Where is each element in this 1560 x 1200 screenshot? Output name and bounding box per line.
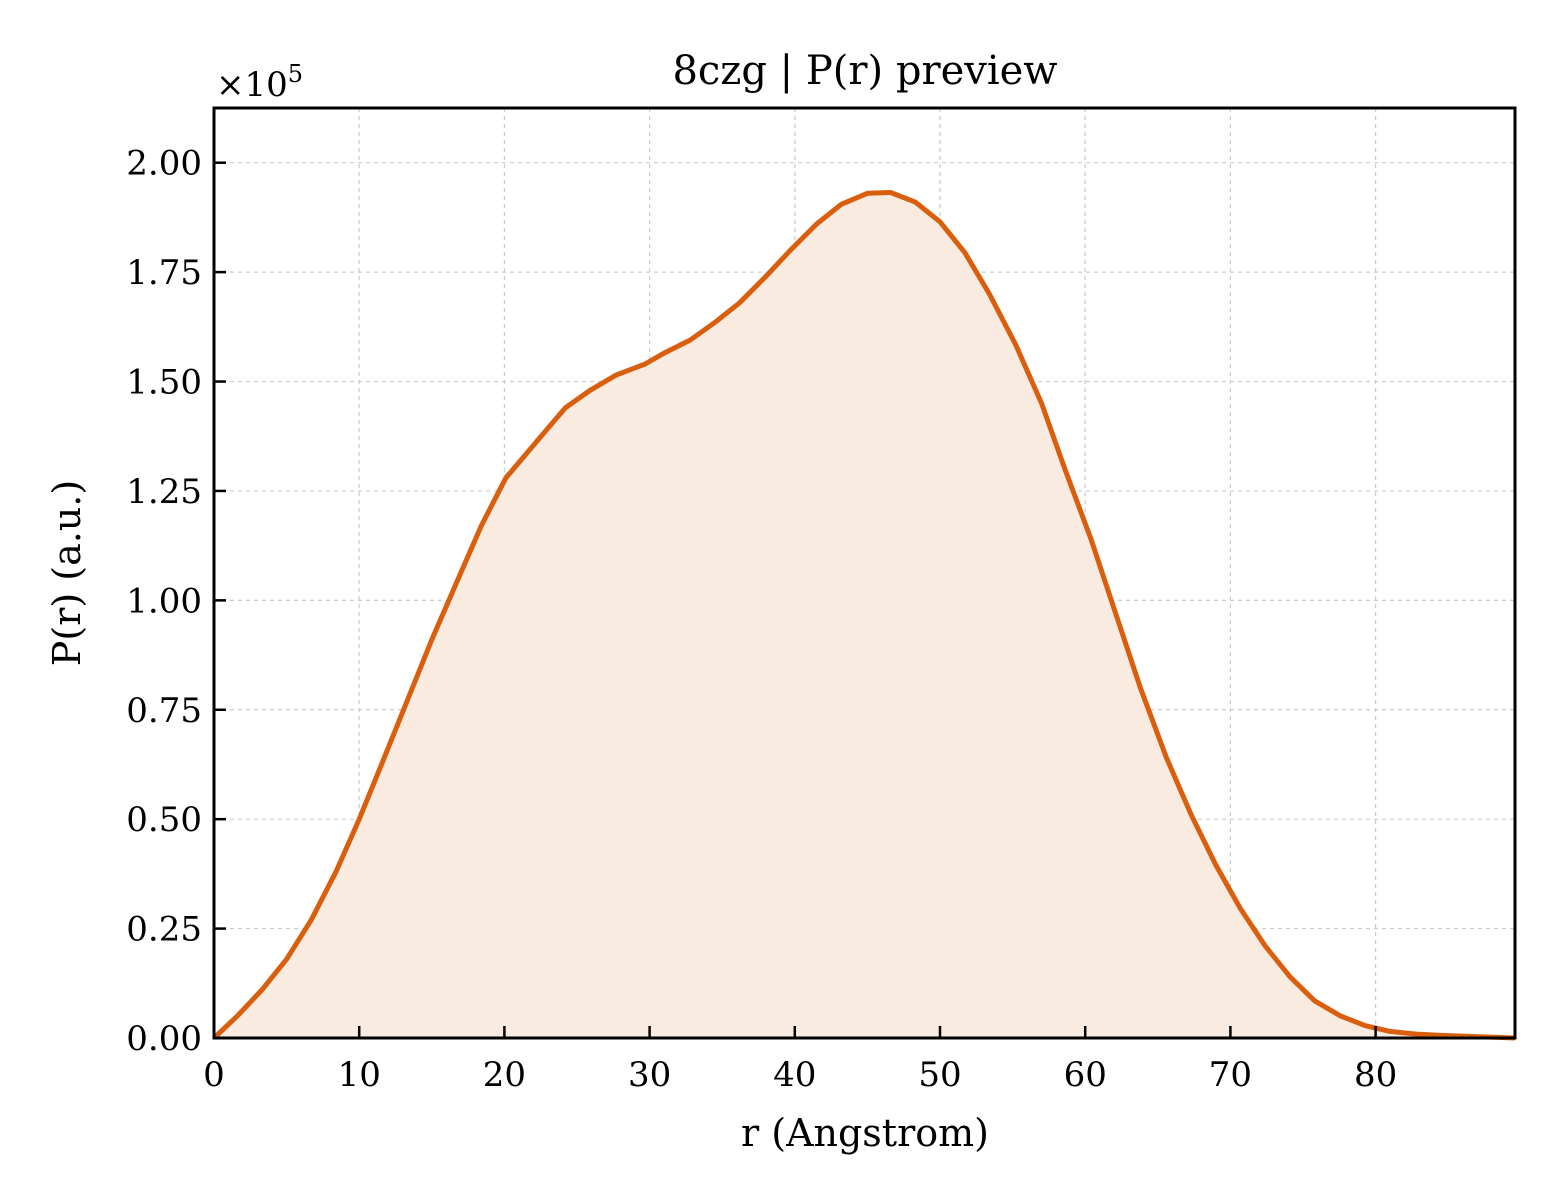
x-tick-label: 50: [918, 1055, 961, 1095]
y-axis-label: P(r) (a.u.): [45, 480, 89, 666]
y-tick-label: 0.00: [126, 1019, 202, 1059]
y-tick-label: 1.75: [126, 253, 202, 293]
x-tick-label: 10: [338, 1055, 381, 1095]
x-tick-label: 60: [1064, 1055, 1107, 1095]
x-tick-label: 40: [773, 1055, 816, 1095]
y-tick-label: 0.50: [126, 800, 202, 840]
y-axis-multiplier: ×105: [216, 60, 303, 105]
x-tick-label: 80: [1354, 1055, 1397, 1095]
y-multiplier-exponent: 5: [288, 60, 303, 88]
x-tick-label: 0: [203, 1055, 225, 1095]
x-tick-labels: 0 10 20 30 40 50 60 70 80: [203, 1055, 1397, 1095]
y-tick-label: 1.00: [126, 581, 202, 621]
x-axis-label: r (Angstrom): [741, 1111, 989, 1155]
y-tick-label: 1.50: [126, 363, 202, 403]
x-tick-label: 30: [628, 1055, 671, 1095]
chart-title: 8czg | P(r) preview: [672, 48, 1057, 94]
x-tick-label: 20: [483, 1055, 526, 1095]
pr-curve: [212, 190, 1516, 1041]
y-multiplier-base: ×10: [216, 65, 288, 105]
x-tick-label: 70: [1209, 1055, 1252, 1095]
y-tick-label: 1.25: [126, 472, 202, 512]
y-tick-labels: 0.00 0.25 0.50 0.75 1.00 1.25 1.50 1.75 2.00: [126, 144, 202, 1059]
y-tick-label: 2.00: [126, 144, 202, 184]
area-fill: [214, 192, 1515, 1038]
plot-frame: [212, 106, 1517, 1040]
y-tick-label: 0.25: [126, 910, 202, 950]
y-tick-label: 0.75: [126, 691, 202, 731]
